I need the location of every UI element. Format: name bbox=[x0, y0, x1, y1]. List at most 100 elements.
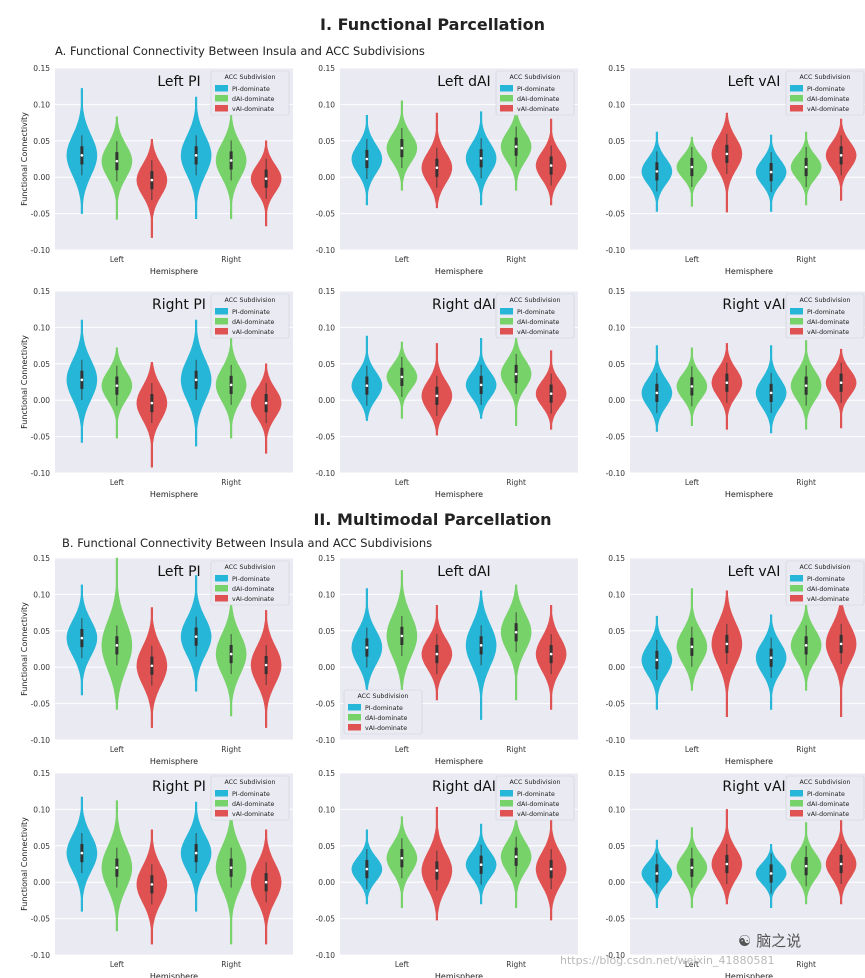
legend-title: ACC Subdivision bbox=[509, 297, 560, 304]
legend-swatch bbox=[215, 328, 228, 335]
violin-median bbox=[725, 381, 729, 385]
y-tick-label: -0.10 bbox=[316, 736, 336, 745]
y-tick-label: -0.05 bbox=[606, 700, 626, 709]
legend-swatch bbox=[790, 595, 803, 602]
x-axis-label: Hemisphere bbox=[150, 490, 198, 499]
y-tick-label: 0.00 bbox=[33, 878, 50, 887]
violin-median bbox=[655, 658, 659, 662]
y-tick-label: 0.10 bbox=[33, 590, 50, 599]
x-tick-label: Left bbox=[685, 960, 699, 969]
violin-median bbox=[229, 383, 233, 387]
legend-swatch bbox=[215, 800, 228, 807]
y-tick-label: 0.00 bbox=[33, 173, 50, 182]
x-tick-label: Right bbox=[221, 960, 241, 969]
legend: ACC Subdivision PI-dominate dAI-dominate vA… bbox=[343, 689, 423, 735]
x-axis-label: Hemisphere bbox=[435, 757, 483, 766]
panel-title: Left dAI bbox=[437, 74, 490, 90]
violin-median bbox=[264, 401, 268, 405]
legend-swatch bbox=[215, 595, 228, 602]
y-tick-label: -0.05 bbox=[31, 915, 51, 924]
legend-label: PI-dominate bbox=[232, 791, 270, 798]
y-tick-label: -0.10 bbox=[606, 951, 626, 960]
legend-title: ACC Subdivision bbox=[799, 779, 850, 786]
violin-median bbox=[80, 154, 84, 157]
legend-swatch bbox=[500, 85, 513, 92]
legend-swatch bbox=[790, 318, 803, 325]
y-tick-label: 0.15 bbox=[608, 287, 625, 296]
legend-label: dAI-dominate bbox=[517, 96, 559, 103]
panel-title: Left vAI bbox=[728, 564, 781, 580]
violin-median bbox=[435, 394, 439, 398]
legend-swatch bbox=[215, 95, 228, 102]
legend: ACC Subdivision PI-dominate dAI-dominate vA… bbox=[495, 293, 575, 339]
violin-median bbox=[549, 164, 553, 167]
legend-label: PI-dominate bbox=[807, 791, 845, 798]
legend-swatch bbox=[500, 105, 513, 112]
legend-label: PI-dominate bbox=[807, 86, 845, 93]
y-tick-label: 0.00 bbox=[318, 173, 335, 182]
y-tick-label: 0.15 bbox=[33, 287, 50, 296]
violin-median bbox=[80, 636, 84, 640]
x-tick-label: Left bbox=[110, 960, 124, 969]
violin-median bbox=[514, 372, 518, 376]
y-tick-label: 0.00 bbox=[33, 396, 50, 405]
violin-median bbox=[194, 635, 198, 638]
y-tick-label: -0.05 bbox=[31, 210, 51, 219]
legend-label: dAI-dominate bbox=[232, 96, 274, 103]
legend: ACC Subdivision PI-dominate dAI-dominate vA… bbox=[785, 560, 865, 606]
violin-plot-panel: 0.15 0.10 0.05 0.00 -0.05 -0.10 Functional Con… bbox=[20, 554, 293, 766]
legend-swatch bbox=[500, 308, 513, 315]
y-tick-label: 0.10 bbox=[33, 805, 50, 814]
violin-median bbox=[150, 664, 154, 668]
x-axis-label: Hemisphere bbox=[725, 972, 773, 978]
legend-title: ACC Subdivision bbox=[799, 564, 850, 571]
violin-plot-panel: 0.15 0.10 0.05 0.00 -0.05 -0.10 Functional Con… bbox=[20, 64, 293, 276]
x-tick-label: Right bbox=[221, 255, 241, 264]
violin-median bbox=[769, 170, 773, 174]
y-axis-label: Functional Connectivity bbox=[20, 602, 29, 696]
y-tick-label: 0.15 bbox=[608, 64, 625, 73]
violin-median bbox=[839, 154, 843, 157]
legend-title: ACC Subdivision bbox=[224, 564, 275, 571]
y-tick-label: 0.10 bbox=[608, 100, 625, 109]
y-tick-label: 0.05 bbox=[33, 137, 50, 146]
violin-plot-panel: 0.15 0.10 0.05 0.00 -0.05 -0.10 Right vAI Left R… bbox=[606, 769, 865, 978]
y-tick-label: -0.10 bbox=[606, 246, 626, 255]
y-tick-label: 0.00 bbox=[33, 663, 50, 672]
legend-label: dAI-dominate bbox=[807, 96, 849, 103]
violin-median bbox=[365, 867, 369, 871]
legend-swatch bbox=[215, 308, 228, 315]
legend: ACC Subdivision PI-dominate dAI-dominate vA… bbox=[495, 775, 575, 821]
y-tick-label: 0.10 bbox=[318, 100, 335, 109]
legend-swatch bbox=[500, 328, 513, 335]
y-tick-label: 0.05 bbox=[318, 137, 335, 146]
violin-median bbox=[769, 872, 773, 875]
legend-label: PI-dominate bbox=[807, 309, 845, 316]
legend-swatch bbox=[215, 85, 228, 92]
violin-median bbox=[655, 872, 659, 875]
legend-label: PI-dominate bbox=[517, 791, 555, 798]
legend-swatch bbox=[790, 105, 803, 112]
legend-label: PI-dominate bbox=[232, 576, 270, 583]
y-tick-label: -0.10 bbox=[316, 469, 336, 478]
x-tick-label: Right bbox=[506, 478, 526, 487]
legend-title: ACC Subdivision bbox=[224, 74, 275, 81]
legend-swatch bbox=[790, 85, 803, 92]
violin-median bbox=[479, 644, 483, 647]
legend: ACC Subdivision PI-dominate dAI-dominate vA… bbox=[785, 775, 865, 821]
y-tick-label: -0.10 bbox=[31, 246, 51, 255]
legend-swatch bbox=[790, 95, 803, 102]
x-tick-label: Right bbox=[796, 745, 816, 754]
y-tick-label: -0.05 bbox=[606, 433, 626, 442]
legend: ACC Subdivision PI-dominate dAI-dominate vA… bbox=[210, 775, 290, 821]
y-tick-label: -0.10 bbox=[31, 736, 51, 745]
violin-plot-panel: 0.15 0.10 0.05 0.00 -0.05 -0.10 Functional Con… bbox=[20, 769, 293, 978]
x-axis-label: Hemisphere bbox=[435, 490, 483, 499]
violin-median bbox=[514, 145, 518, 148]
violin-median bbox=[400, 375, 404, 379]
x-tick-label: Right bbox=[221, 745, 241, 754]
y-tick-label: 0.00 bbox=[608, 173, 625, 182]
legend-title: ACC Subdivision bbox=[509, 779, 560, 786]
legend-label: vAI-dominate bbox=[232, 329, 274, 336]
violin-median bbox=[769, 656, 773, 660]
